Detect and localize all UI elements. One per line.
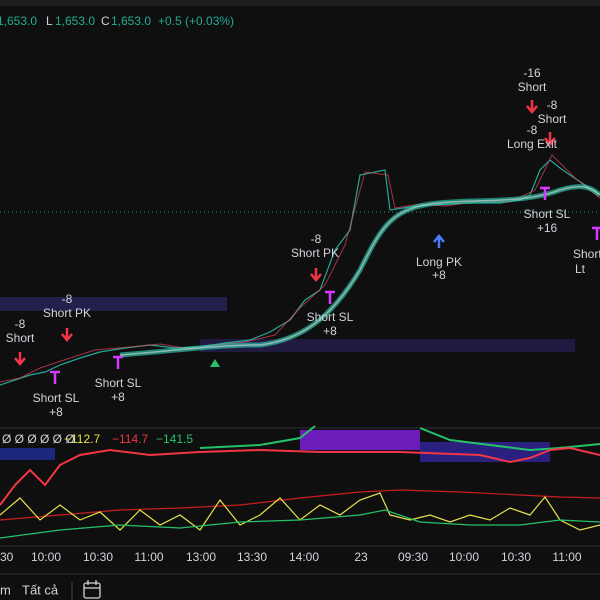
time-label: 10:00 bbox=[449, 550, 479, 564]
time-label: 14:00 bbox=[289, 550, 319, 564]
indicator-line bbox=[199, 425, 316, 449]
time-label: 11:00 bbox=[134, 550, 163, 564]
signal-label: Long Exit bbox=[507, 137, 558, 151]
time-label: 09:30 bbox=[398, 550, 428, 564]
low-label: L bbox=[46, 14, 53, 28]
range-button[interactable]: m bbox=[0, 582, 11, 597]
time-label: 10:30 bbox=[501, 550, 531, 564]
signal-value: -8 bbox=[547, 98, 558, 112]
indicator-value: −114.7 bbox=[112, 432, 148, 446]
signal-value: -8 bbox=[62, 292, 73, 306]
histogram bbox=[300, 430, 420, 450]
signal-label: Long PK bbox=[416, 255, 462, 269]
time-label: 13:30 bbox=[237, 550, 267, 564]
top-bar bbox=[0, 0, 600, 6]
signal-label: Short SL bbox=[524, 207, 571, 221]
signal-label: Short PK bbox=[43, 306, 91, 320]
signal-label: Short bbox=[573, 247, 600, 261]
signal-value: +8 bbox=[323, 324, 337, 338]
indicator-line bbox=[0, 509, 600, 539]
trend-ribbon bbox=[119, 185, 600, 356]
time-label: 13:00 bbox=[186, 550, 216, 564]
signal-value: -8 bbox=[15, 317, 26, 331]
time-axis: 30 10:00 10:30 11:00 13:00 13:30 14:00 2… bbox=[0, 550, 582, 564]
signal-value: +16 bbox=[537, 221, 558, 235]
signal-value: +8 bbox=[111, 390, 125, 404]
signal-arrows bbox=[14, 100, 600, 384]
time-label: 10:00 bbox=[31, 550, 61, 564]
signal-value: Lt bbox=[575, 262, 586, 276]
time-label: 11:00 bbox=[552, 550, 581, 564]
signal-value: +8 bbox=[432, 268, 446, 282]
zone bbox=[200, 339, 575, 352]
signals: -16 Short -8 Short -8 Long Exit -8 Short… bbox=[6, 66, 600, 419]
signal-label: Short SL bbox=[307, 310, 354, 324]
signal-label: Short bbox=[538, 112, 567, 126]
indicator-line bbox=[0, 489, 600, 521]
signal-label: Short SL bbox=[95, 376, 142, 390]
histogram bbox=[0, 448, 55, 460]
indicator-line bbox=[0, 446, 600, 506]
price-line bbox=[0, 159, 600, 386]
signal-label: Short bbox=[6, 331, 35, 345]
signal-label: Short PK bbox=[291, 246, 339, 260]
indicator-value: −141.5 bbox=[156, 432, 193, 446]
open-value: 1,653.0 bbox=[0, 14, 37, 28]
indicator-line bbox=[0, 492, 600, 531]
signal-triangle bbox=[210, 359, 220, 367]
close-value: 1,653.0 bbox=[111, 14, 151, 28]
time-label: 10:30 bbox=[83, 550, 113, 564]
zone bbox=[0, 297, 227, 311]
signal-value: +8 bbox=[49, 405, 63, 419]
signal-value: -8 bbox=[527, 123, 538, 137]
signal-label: Short bbox=[518, 80, 547, 94]
signal-value: -16 bbox=[523, 66, 541, 80]
calendar-button[interactable] bbox=[83, 580, 101, 599]
ohlc-header: 1,653.0 L 1,653.0 C 1,653.0 +0.5 (+0.03%… bbox=[0, 14, 234, 28]
time-label: 23 bbox=[354, 550, 368, 564]
signal-value: -8 bbox=[311, 232, 322, 246]
histogram bbox=[420, 442, 550, 462]
indicator-value: −112.7 bbox=[64, 432, 100, 446]
indicator-placeholders: Ø Ø Ø Ø Ø Ø bbox=[2, 432, 75, 446]
change: +0.5 (+0.03%) bbox=[158, 14, 234, 28]
time-label: 30 bbox=[0, 550, 14, 564]
signal-label: Short SL bbox=[33, 391, 80, 405]
close-label: C bbox=[101, 14, 110, 28]
all-range-button[interactable]: Tất cả bbox=[22, 582, 59, 597]
low-value: 1,653.0 bbox=[55, 14, 95, 28]
